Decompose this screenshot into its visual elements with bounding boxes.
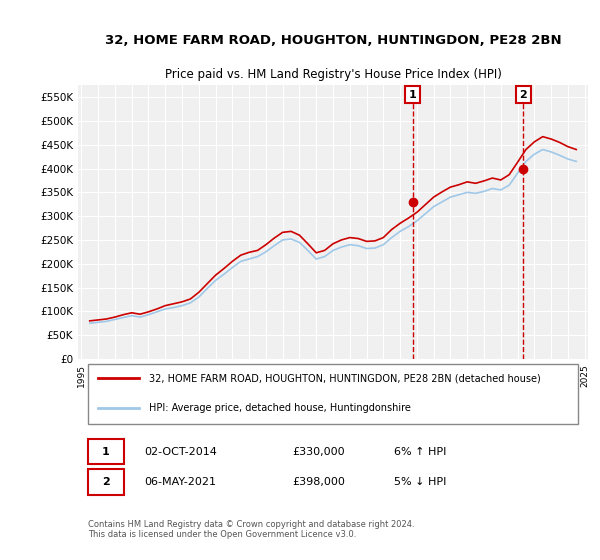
Text: £330,000: £330,000 bbox=[292, 447, 345, 457]
Text: 32, HOME FARM ROAD, HOUGHTON, HUNTINGDON, PE28 2BN: 32, HOME FARM ROAD, HOUGHTON, HUNTINGDON… bbox=[104, 34, 562, 47]
Text: 1: 1 bbox=[409, 90, 416, 100]
Text: 1: 1 bbox=[102, 447, 110, 457]
Text: 2: 2 bbox=[102, 477, 110, 487]
Text: Price paid vs. HM Land Registry's House Price Index (HPI): Price paid vs. HM Land Registry's House … bbox=[164, 68, 502, 81]
Text: HPI: Average price, detached house, Huntingdonshire: HPI: Average price, detached house, Hunt… bbox=[149, 403, 411, 413]
FancyBboxPatch shape bbox=[88, 364, 578, 424]
Text: £398,000: £398,000 bbox=[292, 477, 345, 487]
Text: 5% ↓ HPI: 5% ↓ HPI bbox=[394, 477, 446, 487]
Text: 02-OCT-2014: 02-OCT-2014 bbox=[145, 447, 217, 457]
Text: 6% ↑ HPI: 6% ↑ HPI bbox=[394, 447, 446, 457]
FancyBboxPatch shape bbox=[88, 469, 124, 494]
Text: 2: 2 bbox=[520, 90, 527, 100]
FancyBboxPatch shape bbox=[88, 439, 124, 464]
Text: 06-MAY-2021: 06-MAY-2021 bbox=[145, 477, 217, 487]
Text: Contains HM Land Registry data © Crown copyright and database right 2024.
This d: Contains HM Land Registry data © Crown c… bbox=[88, 520, 415, 539]
Text: 32, HOME FARM ROAD, HOUGHTON, HUNTINGDON, PE28 2BN (detached house): 32, HOME FARM ROAD, HOUGHTON, HUNTINGDON… bbox=[149, 373, 541, 383]
